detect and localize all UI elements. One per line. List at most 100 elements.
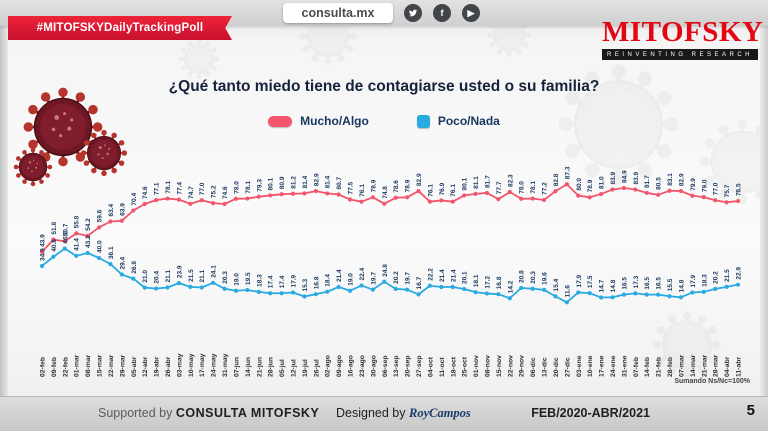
value-label: 77.0	[713, 182, 720, 195]
data-point	[62, 246, 67, 251]
x-tick-label: 03-may	[176, 353, 183, 377]
data-point	[724, 200, 729, 205]
value-label: 20.2	[713, 271, 720, 284]
x-tick-label: 07-mar	[678, 354, 685, 377]
data-point	[39, 249, 45, 255]
data-point	[473, 290, 478, 295]
value-label: 34.9	[40, 248, 47, 261]
x-tick-label: 22-mar	[108, 354, 115, 377]
value-label: 78.9	[587, 179, 594, 192]
data-point	[108, 219, 113, 224]
designed-by-prefix: Designed by	[336, 406, 406, 420]
value-label: 75.7	[724, 184, 731, 197]
facebook-icon[interactable]: f	[433, 4, 451, 22]
data-point	[610, 187, 615, 192]
value-label: 20.4	[154, 271, 161, 284]
data-point	[496, 292, 501, 297]
value-label: 79.3	[256, 179, 263, 192]
data-point	[256, 289, 261, 294]
value-label: 77.0	[199, 182, 206, 195]
data-point	[165, 196, 170, 201]
data-point	[598, 191, 604, 197]
data-point	[74, 253, 79, 258]
data-point	[496, 197, 501, 202]
data-point	[587, 291, 592, 296]
site-link[interactable]: consulta.mx	[283, 3, 393, 23]
value-label: 14.8	[678, 279, 685, 292]
data-point	[199, 285, 204, 290]
data-point	[313, 292, 318, 297]
value-label: 15.3	[302, 278, 309, 291]
page-number: 5	[746, 402, 755, 419]
x-tick-label: 27-dic	[564, 357, 571, 377]
value-label: 81.4	[302, 175, 309, 188]
value-label: 21.1	[165, 269, 172, 282]
value-label: 76.1	[359, 184, 366, 197]
x-tick-label: 26-jul	[313, 359, 320, 377]
poco-nada-label: Poco/Nada	[437, 114, 500, 128]
x-tick-label: 11-oct	[439, 357, 446, 377]
value-label: 55.8	[74, 215, 81, 228]
data-point	[233, 288, 239, 293]
x-tick-label: 30-ago	[370, 355, 377, 377]
value-label: 54.2	[85, 218, 92, 231]
x-tick-label: 31-ene	[621, 355, 628, 377]
mucho-algo-swatch	[268, 115, 293, 127]
data-point	[416, 188, 421, 194]
x-tick-label: 07-feb	[633, 357, 640, 377]
value-label: 80.7	[336, 176, 343, 189]
value-label: 78.1	[165, 181, 172, 194]
data-point	[290, 191, 296, 196]
data-point	[85, 250, 90, 256]
x-tick-label: 12-abr	[142, 356, 149, 377]
value-label: 46.0	[62, 231, 69, 244]
data-point	[302, 191, 307, 196]
data-point	[724, 284, 729, 289]
data-point	[393, 286, 398, 291]
data-point	[302, 294, 307, 299]
x-tick-label: 22-feb	[62, 357, 69, 377]
data-point	[245, 196, 250, 201]
value-label: 17.9	[690, 274, 697, 287]
value-label: 81.2	[291, 176, 298, 189]
value-label: 18.3	[256, 274, 263, 287]
x-tick-label: 28-mar	[713, 354, 720, 377]
virus-watermark	[698, 118, 768, 206]
data-point	[678, 295, 684, 300]
value-label: 77.4	[176, 182, 183, 195]
value-label: 21.0	[142, 270, 149, 283]
value-label: 16.7	[416, 276, 423, 289]
x-tick-label: 23-ago	[359, 355, 366, 377]
value-label: 79.0	[701, 179, 708, 192]
value-label: 22.2	[427, 268, 434, 281]
data-point	[268, 193, 273, 198]
value-label: 78.0	[233, 181, 240, 194]
date-range: FEB/2020-ABR/2021	[531, 406, 650, 420]
x-tick-label: 29-mar	[119, 354, 126, 377]
value-label: 17.4	[279, 275, 286, 288]
value-label: 63.4	[108, 203, 115, 216]
value-label: 16.8	[313, 276, 320, 289]
data-point	[416, 292, 421, 297]
value-label: 18.4	[325, 274, 332, 287]
data-point	[701, 195, 706, 200]
value-label: 19.5	[245, 272, 252, 285]
data-point	[427, 283, 433, 288]
value-label: 24.1	[211, 265, 218, 278]
twitter-icon[interactable]	[404, 4, 422, 22]
virus-watermark	[178, 38, 220, 80]
value-label: 17.4	[268, 275, 275, 288]
youtube-icon[interactable]: ▶	[462, 4, 480, 22]
value-label: 76.1	[427, 184, 434, 197]
data-point	[735, 198, 741, 204]
x-tick-label: 05-abr	[131, 356, 138, 377]
data-point	[553, 294, 558, 299]
data-point	[359, 283, 364, 288]
data-point	[188, 284, 193, 289]
virus-watermark	[652, 310, 722, 380]
x-tick-label: 01-nov	[473, 355, 480, 377]
x-tick-label: 14-mar	[690, 354, 697, 377]
value-label: 14.7	[599, 279, 606, 292]
x-tick-label: 01-mar	[74, 354, 81, 377]
value-label: 70.4	[131, 193, 138, 206]
